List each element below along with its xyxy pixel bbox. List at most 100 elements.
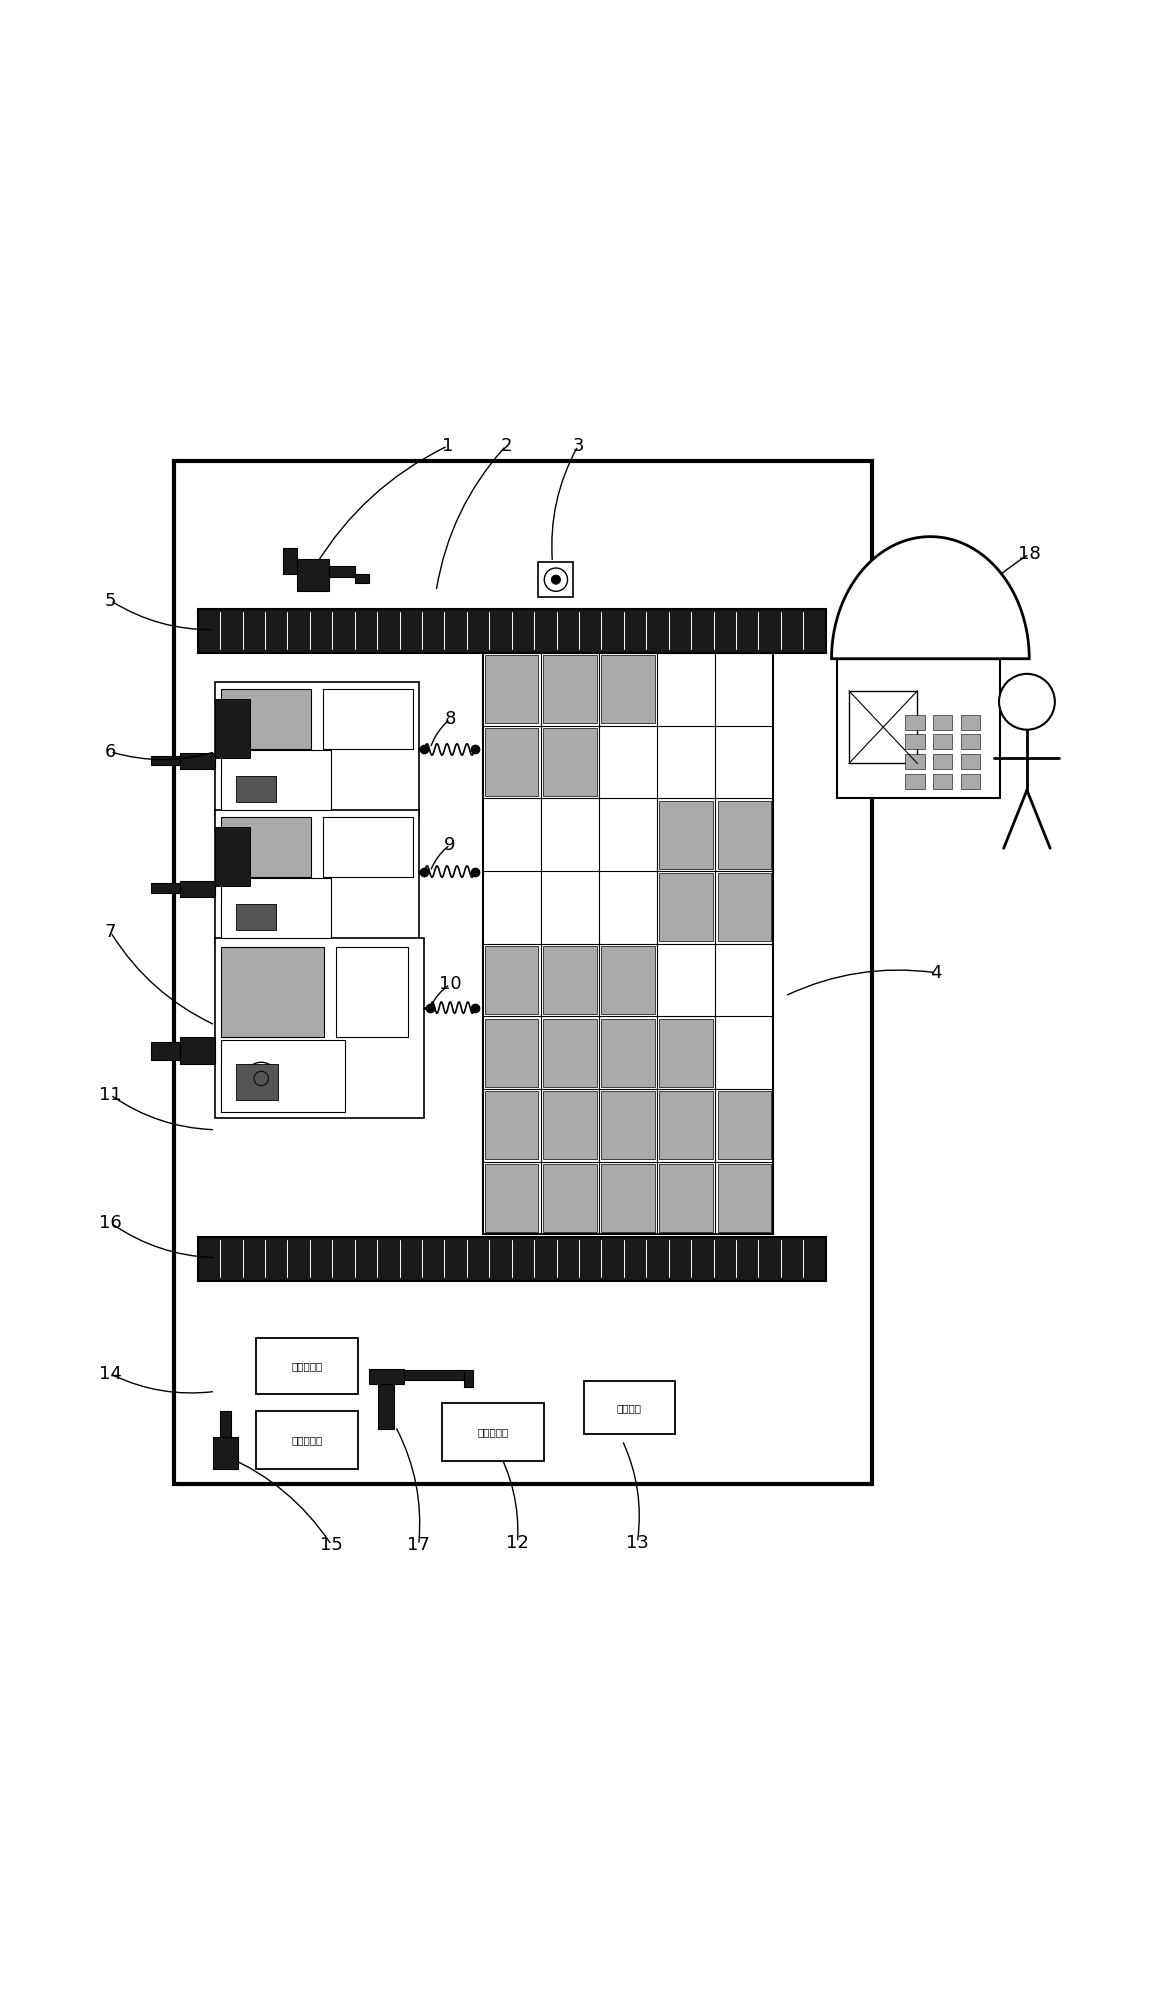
FancyBboxPatch shape: [221, 946, 324, 1038]
Polygon shape: [961, 773, 980, 789]
Circle shape: [544, 568, 568, 592]
Polygon shape: [180, 753, 215, 769]
Polygon shape: [543, 727, 597, 797]
FancyBboxPatch shape: [336, 946, 408, 1038]
Text: 4: 4: [930, 964, 942, 982]
Polygon shape: [659, 1092, 713, 1159]
FancyBboxPatch shape: [174, 460, 872, 1484]
Polygon shape: [961, 715, 980, 729]
Polygon shape: [601, 946, 655, 1014]
Polygon shape: [369, 1369, 404, 1384]
Polygon shape: [601, 1163, 655, 1233]
FancyBboxPatch shape: [837, 659, 1000, 799]
Polygon shape: [832, 536, 1029, 659]
Text: 模具物料区: 模具物料区: [292, 1361, 322, 1370]
Polygon shape: [905, 715, 925, 729]
Polygon shape: [601, 1092, 655, 1159]
Text: 14: 14: [99, 1365, 122, 1382]
Polygon shape: [180, 880, 215, 896]
Polygon shape: [355, 574, 369, 584]
Polygon shape: [464, 1370, 473, 1386]
Polygon shape: [485, 1163, 538, 1233]
Text: 17: 17: [407, 1536, 430, 1554]
Circle shape: [254, 1072, 269, 1086]
Polygon shape: [659, 1163, 713, 1233]
Polygon shape: [961, 755, 980, 769]
FancyBboxPatch shape: [221, 689, 312, 749]
Text: 9: 9: [444, 837, 456, 855]
Text: 11: 11: [99, 1086, 122, 1104]
Polygon shape: [329, 566, 355, 578]
Polygon shape: [933, 715, 952, 729]
FancyBboxPatch shape: [322, 689, 413, 749]
FancyBboxPatch shape: [215, 938, 424, 1118]
Polygon shape: [718, 1163, 771, 1233]
Polygon shape: [378, 1384, 394, 1428]
Text: 2: 2: [500, 436, 512, 454]
FancyBboxPatch shape: [221, 817, 312, 876]
Text: 自动化站台: 自动化站台: [292, 1436, 322, 1446]
FancyBboxPatch shape: [256, 1410, 358, 1470]
Text: 8: 8: [444, 711, 456, 729]
Polygon shape: [543, 1163, 597, 1233]
FancyBboxPatch shape: [221, 878, 331, 938]
FancyBboxPatch shape: [215, 811, 419, 944]
Text: 3: 3: [572, 436, 584, 454]
Polygon shape: [961, 735, 980, 749]
Polygon shape: [543, 1092, 597, 1159]
FancyBboxPatch shape: [236, 1064, 278, 1100]
FancyBboxPatch shape: [215, 681, 419, 817]
FancyBboxPatch shape: [584, 1380, 675, 1434]
Polygon shape: [215, 699, 250, 757]
Polygon shape: [283, 548, 297, 574]
Text: 7: 7: [105, 922, 116, 940]
Polygon shape: [485, 1092, 538, 1159]
Polygon shape: [659, 872, 713, 942]
FancyBboxPatch shape: [849, 691, 918, 763]
Text: 15: 15: [320, 1536, 343, 1554]
Polygon shape: [933, 735, 952, 749]
Text: 12: 12: [506, 1534, 529, 1552]
Polygon shape: [485, 1018, 538, 1088]
Circle shape: [999, 673, 1055, 729]
FancyBboxPatch shape: [235, 904, 277, 930]
Polygon shape: [933, 755, 952, 769]
Polygon shape: [905, 773, 925, 789]
Text: 6: 6: [105, 743, 116, 761]
Polygon shape: [659, 801, 713, 869]
Polygon shape: [543, 946, 597, 1014]
Circle shape: [551, 576, 561, 584]
Polygon shape: [485, 946, 538, 1014]
FancyBboxPatch shape: [235, 775, 277, 803]
FancyBboxPatch shape: [221, 1040, 345, 1112]
Polygon shape: [543, 1018, 597, 1088]
Circle shape: [245, 1062, 278, 1096]
FancyBboxPatch shape: [256, 1339, 358, 1394]
Polygon shape: [485, 655, 538, 723]
Polygon shape: [601, 1018, 655, 1088]
Text: 10: 10: [438, 976, 462, 994]
Polygon shape: [215, 827, 250, 886]
FancyBboxPatch shape: [538, 562, 573, 598]
Text: 18: 18: [1018, 546, 1041, 564]
Text: 5: 5: [105, 592, 116, 610]
Text: 13: 13: [626, 1534, 649, 1552]
Polygon shape: [198, 610, 826, 653]
Polygon shape: [220, 1410, 231, 1436]
Polygon shape: [297, 558, 329, 592]
FancyBboxPatch shape: [322, 817, 413, 876]
Polygon shape: [718, 1092, 771, 1159]
Polygon shape: [485, 727, 538, 797]
Polygon shape: [718, 801, 771, 869]
Polygon shape: [404, 1370, 464, 1380]
Polygon shape: [659, 1018, 713, 1088]
Polygon shape: [905, 755, 925, 769]
FancyBboxPatch shape: [483, 653, 773, 1235]
Polygon shape: [198, 1237, 826, 1281]
Polygon shape: [718, 872, 771, 942]
Text: 控制平台: 控制平台: [616, 1402, 642, 1412]
Polygon shape: [933, 773, 952, 789]
Polygon shape: [601, 655, 655, 723]
Polygon shape: [905, 735, 925, 749]
Polygon shape: [213, 1436, 238, 1470]
